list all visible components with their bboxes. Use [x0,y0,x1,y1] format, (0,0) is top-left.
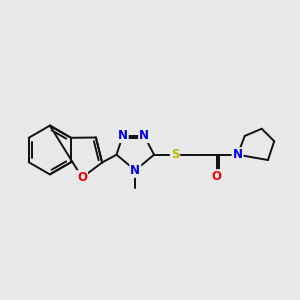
Text: S: S [171,148,179,161]
Text: N: N [139,129,149,142]
Text: N: N [118,129,128,142]
Text: N: N [130,164,140,177]
Text: N: N [232,148,243,161]
Text: O: O [77,171,87,184]
Text: O: O [212,170,222,183]
